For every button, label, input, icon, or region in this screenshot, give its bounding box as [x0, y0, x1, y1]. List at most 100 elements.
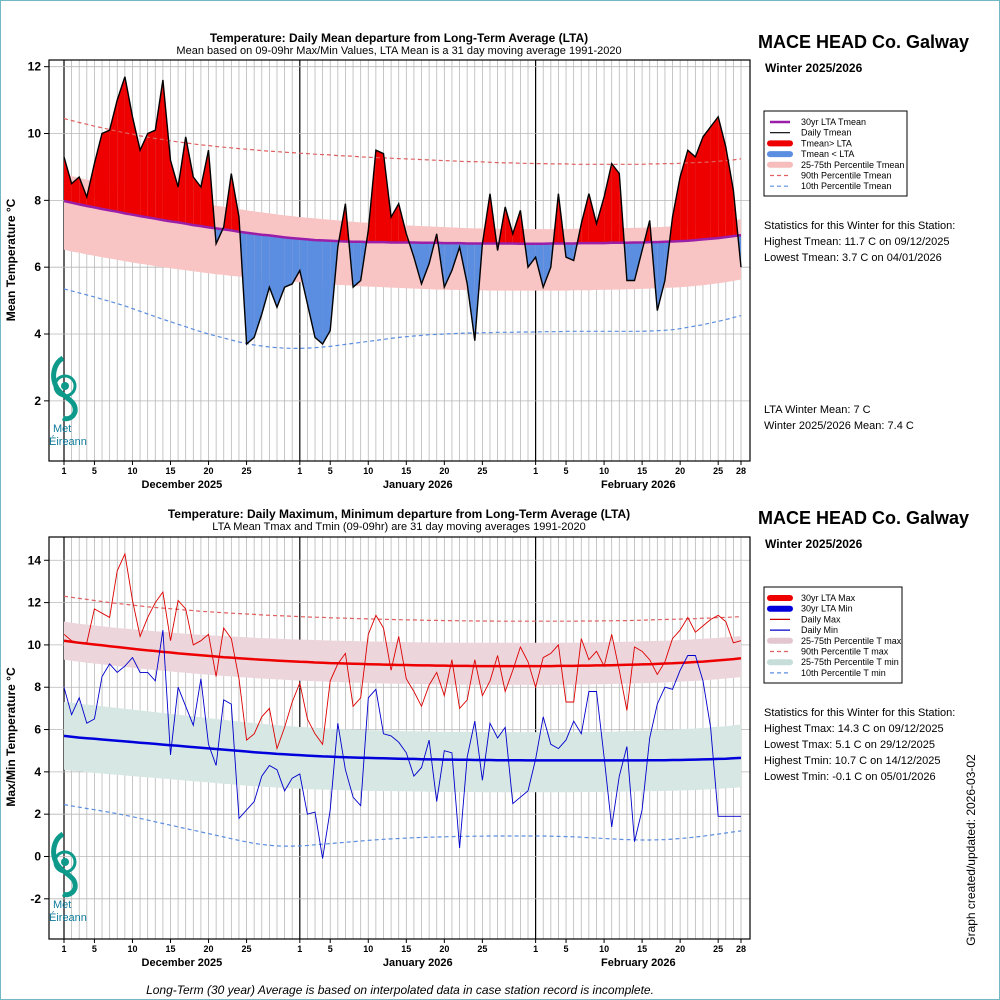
anomaly-below-lta [421, 242, 430, 284]
updated-stamp: Graph created/updated: 2026-03-02 [964, 754, 978, 946]
top-season-label: Winter 2025/2026 [765, 61, 863, 75]
bottom-legend-box [763, 586, 903, 684]
footer-note: Long-Term (30 year) Average is based on … [146, 983, 654, 997]
bottom-x-tick-label: 10 [599, 944, 609, 954]
bottom-y-axis-label: Max/Min Temperature °C [4, 667, 18, 807]
top-month-label: January 2026 [383, 479, 453, 491]
anomaly-above-lta [672, 177, 681, 242]
top-y-tick-label: 12 [28, 60, 42, 74]
top-x-tick-label: 25 [477, 466, 487, 476]
tmax-iqr-band [64, 621, 741, 685]
top-x-tick-label: 20 [439, 466, 449, 476]
top-y-tick-label: 6 [34, 260, 41, 274]
top-month-label: December 2025 [142, 479, 223, 491]
lta-tmean-line [63, 199, 742, 246]
bottom-x-tick-label: 10 [363, 944, 373, 954]
season-mean: Winter 2025/2026 Mean: 7.4 C [764, 420, 914, 432]
anomaly-above-lta [124, 76, 133, 215]
top-chart-subtitle: Mean based on 09-09hr Max/Min Values, LT… [176, 45, 621, 57]
top-x-tick-label: 20 [204, 466, 214, 476]
bottom-y-tick-label: -2 [30, 892, 41, 906]
bottom-x-tick-label: 25 [242, 944, 252, 954]
bottom-month-label: January 2026 [383, 957, 453, 969]
anomaly-above-lta [117, 76, 125, 214]
anomaly-above-lta [155, 80, 163, 221]
anomaly-below-lta [261, 234, 270, 314]
bottom-legend-label: 25-75th Percentile T max [801, 636, 902, 646]
anomaly-above-lta [680, 150, 688, 242]
top-x-tick-label: 10 [363, 466, 373, 476]
bottom-legend-label: Daily Max [801, 614, 841, 624]
anomaly-above-lta [94, 133, 102, 209]
bottom-stat-highest-tmax: Highest Tmax: 14.3 C on 09/12/2025 [764, 723, 944, 735]
bottom-x-tick-label: 5 [328, 944, 333, 954]
top-x-tick-label: 15 [637, 466, 647, 476]
logo-text-met: Met [53, 423, 71, 435]
top-legend-label: 25-75th Percentile Tmean [801, 160, 904, 170]
top-legend-label: 10th Percentile Tmean [801, 181, 891, 191]
p10-tmean-line [63, 288, 742, 349]
anomaly-below-lta [444, 243, 452, 288]
anomaly-above-lta [147, 130, 156, 219]
anomaly-below-lta [467, 243, 475, 341]
bottom-x-tick-label: 25 [713, 944, 723, 954]
anomaly-above-lta [710, 116, 719, 239]
daily-tmean-line [63, 76, 742, 346]
daily-tmin-line [63, 630, 741, 859]
bottom-x-tick-label: 10 [127, 944, 137, 954]
top-y-tick-label: 10 [28, 127, 42, 141]
top-chart-title: Temperature: Daily Mean departure from L… [210, 31, 588, 45]
anomaly-below-lta [657, 241, 665, 311]
top-x-tick-label: 15 [165, 466, 175, 476]
bottom-x-tick-label: 28 [736, 944, 746, 954]
bottom-x-tick-label: 25 [477, 944, 487, 954]
anomaly-above-lta [588, 193, 597, 244]
bottom-chart-subtitle: LTA Mean Tmax and Tmin (09-09hr) are 31 … [212, 521, 585, 533]
bottom-month-label: December 2025 [142, 957, 223, 969]
anomaly-above-lta [604, 163, 612, 244]
anomaly-below-lta [543, 243, 551, 288]
bottom-x-tick-label: 1 [297, 944, 302, 954]
bottom-x-tick-label: 20 [204, 944, 214, 954]
top-x-tick-label: 1 [533, 466, 538, 476]
anomaly-above-lta [200, 150, 209, 228]
anomaly-below-lta [566, 243, 574, 261]
top-x-tick-label: 25 [242, 466, 252, 476]
top-x-tick-label: 1 [61, 466, 66, 476]
anomaly-below-lta [246, 232, 255, 344]
top-stat-lowest: Lowest Tmean: 3.7 C on 04/01/2026 [764, 252, 942, 264]
anomaly-above-lta [102, 130, 110, 211]
top-x-tick-label: 5 [564, 466, 569, 476]
top-x-tick-label: 5 [328, 466, 333, 476]
top-x-tick-label: 28 [736, 466, 746, 476]
bottom-stat-highest-tmin: Highest Tmin: 10.7 C on 14/12/2025 [764, 755, 941, 767]
bottom-chart-title: Temperature: Daily Maximum, Minimum depa… [168, 507, 630, 521]
anomaly-above-lta [391, 203, 399, 243]
anomaly-below-lta [299, 238, 308, 304]
bottom-x-tick-label: 5 [92, 944, 97, 954]
bottom-legend-label: 30yr LTA Max [801, 593, 856, 603]
anomaly-below-lta [277, 236, 285, 308]
top-legend-label: Tmean < LTA [801, 149, 854, 159]
bottom-station-name: MACE HEAD Co. Galway [758, 508, 969, 528]
bottom-y-tick-label: 4 [34, 765, 41, 779]
anomaly-below-lta [413, 242, 422, 284]
anomaly-below-lta [626, 242, 635, 281]
logo-text-eireann: Éireann [49, 435, 87, 448]
met-eireann-logo-top: Met Éireann [49, 355, 87, 448]
bottom-x-tick-label: 15 [401, 944, 411, 954]
bottom-x-tick-label: 1 [533, 944, 538, 954]
bottom-legend-label: 10th Percentile T min [801, 668, 886, 678]
anomaly-above-lta [512, 210, 521, 244]
top-x-tick-label: 20 [675, 466, 685, 476]
bottom-x-tick-label: 20 [675, 944, 685, 954]
anomaly-below-lta [535, 243, 544, 288]
top-y-axis-label: Mean Temperature °C [4, 198, 18, 321]
top-legend-label: Daily Tmean [801, 128, 851, 138]
top-legend-label: 30yr LTA Tmean [801, 117, 866, 127]
top-plot-border [48, 59, 751, 462]
bottom-legend-label: 30yr LTA Min [801, 604, 853, 614]
anomaly-above-lta [79, 177, 87, 206]
anomaly-below-lta [307, 239, 315, 338]
logo-text-eireann: Éireann [49, 911, 87, 924]
